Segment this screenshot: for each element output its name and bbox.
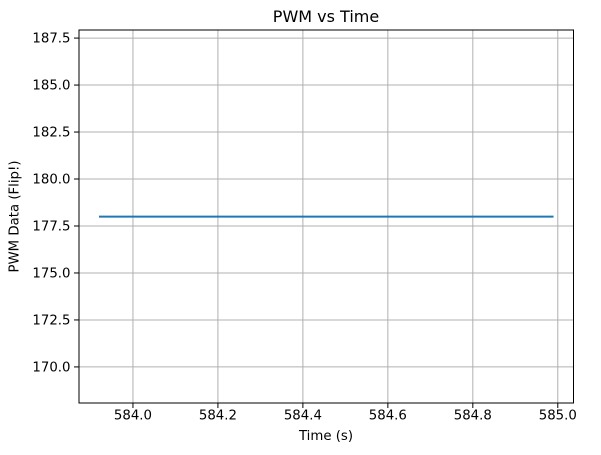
y-tick-label: 172.5 [32,314,70,329]
y-tick-label: 182.5 [32,126,70,141]
x-axis-label: Time (s) [298,429,353,444]
x-tick-label: 584.0 [114,409,152,424]
x-tick-label: 584.8 [454,409,492,424]
y-tick-label: 177.5 [32,220,70,235]
chart-title: PWM vs Time [273,7,379,26]
x-tick-label: 584.2 [199,409,237,424]
y-tick-label: 187.5 [32,32,70,47]
y-tick-label: 185.0 [32,79,70,94]
x-tick-label: 584.6 [369,409,407,424]
y-tick-label: 170.0 [32,361,70,376]
y-tick-label: 180.0 [32,173,70,188]
tick-layer: 584.0 584.2 584.4 584.6 584.8 585.0 170.0 172.5… [32,32,576,424]
x-tick-label: 584.4 [284,409,322,424]
x-tick-label: 585.0 [539,409,577,424]
y-tick-label: 175.0 [32,267,70,282]
plot-border [78,29,574,404]
y-axis-label: PWM Data (Flip!) [8,160,23,272]
